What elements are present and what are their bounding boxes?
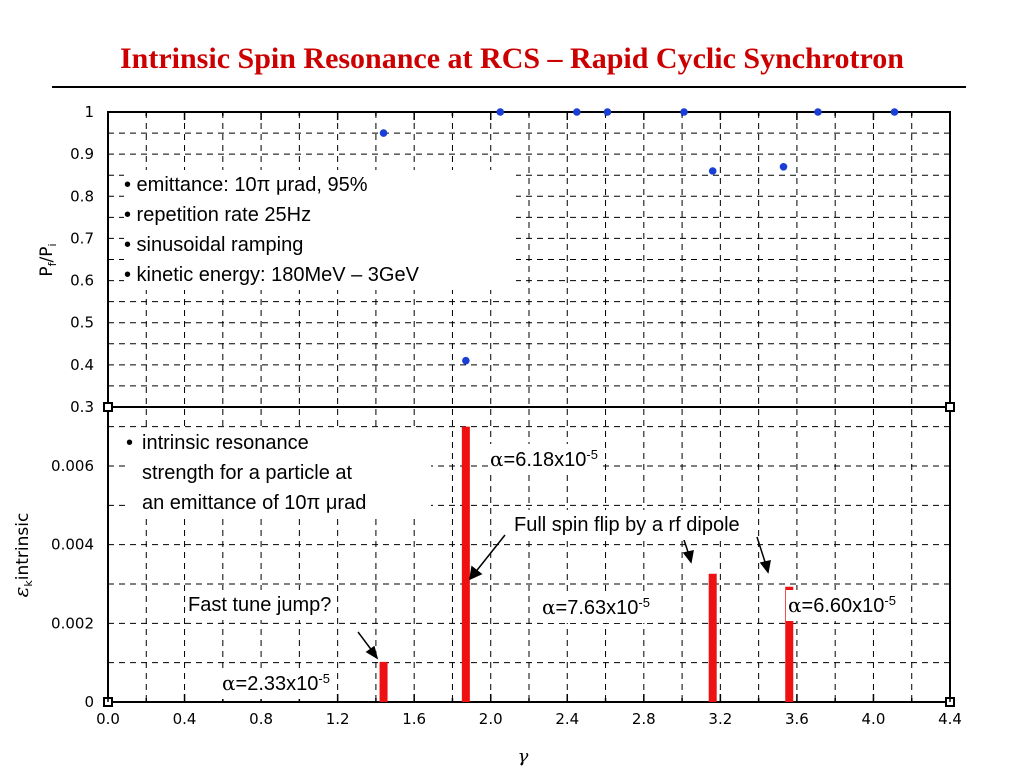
x-tick-label: 3.6: [785, 710, 809, 728]
arrowhead-618: [469, 565, 483, 581]
x-tick-label: 2.4: [555, 710, 579, 728]
alpha-symbol: α: [542, 595, 556, 619]
alpha-660-label: α=6.60x10-5: [786, 590, 898, 621]
tick-labels: 10.90.80.70.60.50.40.30.0060.0040.00200.…: [51, 103, 962, 728]
top-y-tick-label: 0.4: [70, 356, 94, 374]
ylabel-intrinsic: intrinsic: [13, 513, 33, 581]
alpha-660-exponent: -5: [884, 593, 896, 608]
alpha-233-label: α=2.33x10-5: [220, 668, 332, 699]
frame-corner-marker: [103, 402, 113, 412]
param-kinetic-energy: • kinetic energy: 180MeV – 3GeV: [124, 264, 419, 286]
ylabel-epsilon: ε: [9, 587, 33, 598]
data-marks: [379, 108, 899, 702]
intrinsic-line-2: strength for a particle at: [142, 462, 353, 484]
top-y-tick-label: 0.6: [70, 272, 94, 290]
polarization-point: [603, 108, 612, 116]
x-tick-label: 0.4: [173, 710, 197, 728]
arrowhead-233: [365, 645, 379, 660]
alpha-symbol: α: [222, 671, 236, 695]
top-y-tick-label: 0.3: [70, 398, 94, 416]
arrowhead-660: [759, 560, 771, 574]
title-divider: [52, 86, 966, 88]
full-spin-flip-label: Full spin flip by a rf dipole: [512, 510, 742, 540]
plot-frames: [103, 111, 955, 707]
ylabel-sep: /P: [37, 246, 57, 262]
x-tick-label: 4.4: [938, 710, 962, 728]
x-tick-label: 1.6: [402, 710, 426, 728]
frame-corner-marker: [945, 402, 955, 412]
x-tick-label: 1.2: [326, 710, 350, 728]
alpha-618-value: =6.18x10: [503, 449, 587, 471]
ylabel-sub-k: k: [22, 580, 35, 587]
bottom-y-axis-label: εkintrinsic: [9, 513, 35, 598]
resonance-strength-bar: [379, 661, 388, 702]
polarization-point: [814, 108, 822, 116]
x-axis-label: γ: [518, 746, 529, 767]
grid: [108, 112, 950, 702]
bottom-y-tick-label: 0: [84, 693, 94, 711]
x-tick-label: 0.8: [249, 710, 273, 728]
x-tick-label: 2.0: [479, 710, 503, 728]
parameters-list: • emittance: 10π μrad, 95% • repetition …: [124, 170, 516, 290]
polarization-point: [680, 108, 688, 116]
polarization-point: [708, 167, 717, 175]
polarization-point: [379, 129, 388, 137]
ylabel-sub-i: i: [46, 243, 59, 246]
polarization-point: [890, 108, 899, 116]
alpha-233-exponent: -5: [318, 671, 330, 686]
resonance-strength-bar: [708, 573, 717, 702]
ylabel-p: P: [37, 266, 57, 276]
x-tick-label: 2.8: [632, 710, 656, 728]
intrinsic-bullet: •: [126, 432, 134, 454]
param-repetition-rate: • repetition rate 25Hz: [124, 204, 312, 226]
x-tick-label: 0.0: [96, 710, 120, 728]
top-y-tick-label: 0.5: [70, 314, 94, 332]
polarization-point: [496, 108, 505, 116]
bottom-y-tick-label: 0.002: [51, 614, 94, 632]
intrinsic-note: • intrinsic resonance strength for a par…: [126, 428, 431, 518]
param-emittance: • emittance: 10π μrad, 95%: [124, 174, 368, 196]
intrinsic-line-3: an emittance of 10π μrad: [142, 492, 367, 514]
param-ramping: • sinusoidal ramping: [124, 234, 304, 256]
alpha-233-value: =2.33x10: [235, 673, 319, 695]
alpha-618-exponent: -5: [586, 447, 598, 462]
bottom-y-tick-label: 0.004: [51, 536, 94, 554]
intrinsic-line-1: intrinsic resonance: [142, 432, 309, 454]
arrow-to-660-bar: [756, 536, 767, 566]
bottom-y-tick-label: 0.006: [51, 457, 94, 475]
x-tick-label: 4.0: [862, 710, 886, 728]
top-y-axis-label: Pf/Pi: [37, 243, 59, 276]
resonance-strength-bar: [785, 586, 794, 702]
resonance-strength-bar: [461, 426, 470, 702]
alpha-763-exponent: -5: [638, 595, 650, 610]
polarization-point: [462, 356, 470, 365]
alpha-symbol: α: [788, 593, 802, 617]
alpha-618-label: α=6.18x10-5: [488, 444, 600, 475]
top-y-tick-label: 0.8: [70, 187, 94, 205]
arrowhead-763: [682, 550, 694, 564]
polarization-point: [573, 108, 581, 116]
alpha-763-value: =7.63x10: [555, 597, 639, 619]
slide-title: Intrinsic Spin Resonance at RCS – Rapid …: [120, 42, 904, 75]
alpha-763-label: α=7.63x10-5: [540, 592, 652, 623]
annotation-arrows: [357, 534, 771, 660]
fast-tune-jump-label: Fast tune jump?: [186, 590, 334, 620]
x-tick-label: 3.2: [708, 710, 732, 728]
top-y-tick-label: 0.9: [70, 145, 94, 163]
axis-labels: Pf/Pi εkintrinsic γ: [9, 243, 529, 767]
alpha-660-value: =6.60x10: [801, 595, 885, 617]
alpha-symbol: α: [490, 447, 504, 471]
top-y-tick-label: 0.7: [70, 229, 94, 247]
arrow-to-618-bar: [473, 534, 506, 575]
top-y-tick-label: 1: [84, 103, 94, 121]
ylabel-sub-f: f: [46, 261, 59, 266]
polarization-point: [779, 162, 788, 171]
